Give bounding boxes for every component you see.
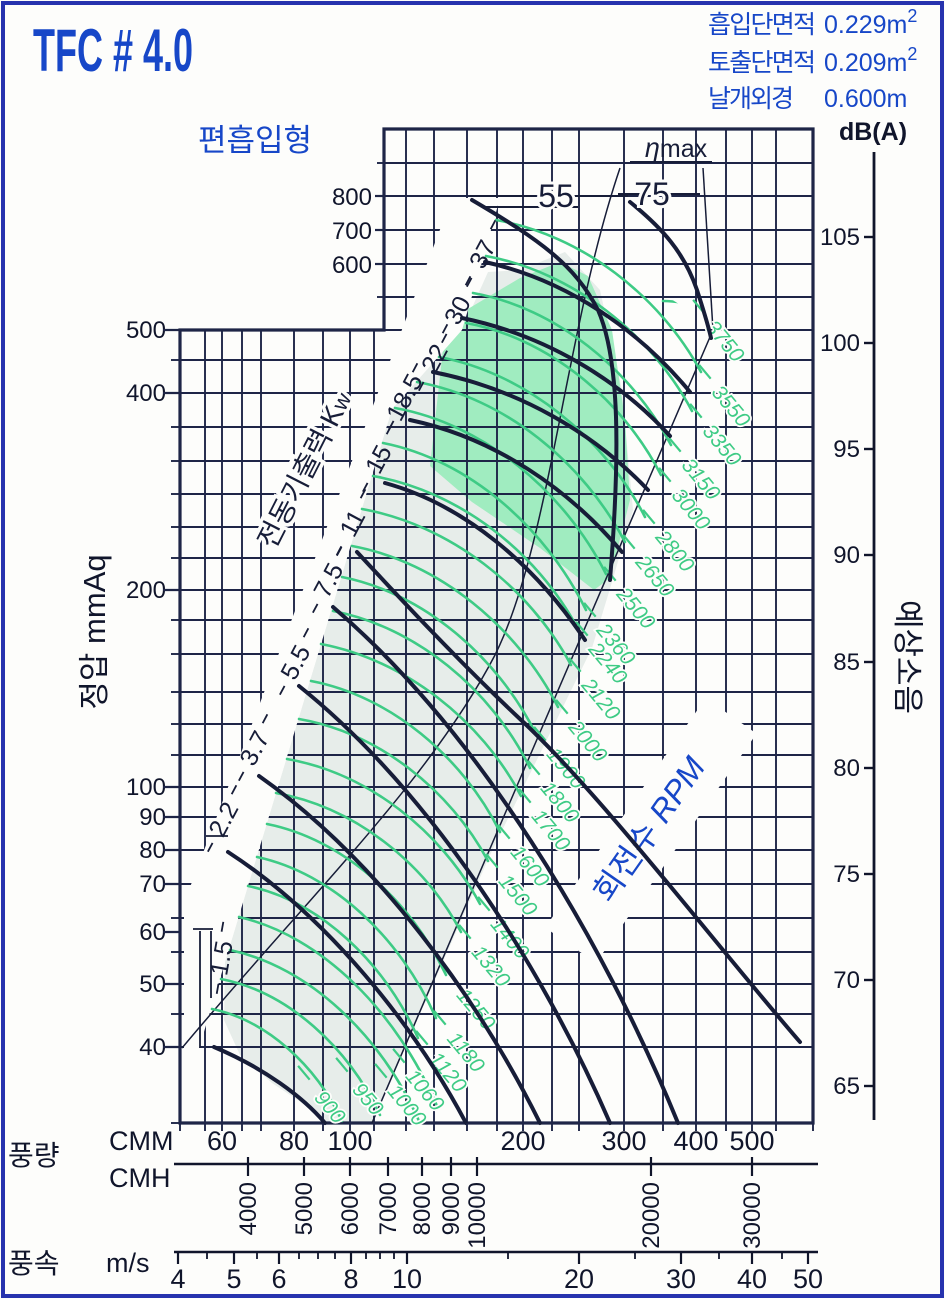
- svg-text:토출단면적: 토출단면적: [708, 49, 816, 77]
- svg-text:50: 50: [139, 971, 166, 998]
- svg-text:5000: 5000: [291, 1182, 318, 1235]
- svg-text:80: 80: [833, 755, 860, 782]
- svg-text:80: 80: [279, 1126, 309, 1156]
- svg-text:10000: 10000: [464, 1182, 491, 1249]
- svg-text:400: 400: [126, 380, 166, 407]
- svg-text:8000: 8000: [409, 1182, 436, 1235]
- svg-text:90: 90: [139, 804, 166, 831]
- svg-text:20000: 20000: [638, 1182, 665, 1249]
- svg-text:75: 75: [833, 861, 860, 888]
- svg-text:80: 80: [139, 837, 166, 864]
- svg-text:흡입단면적: 흡입단면적: [708, 11, 816, 39]
- svg-text:5: 5: [226, 1264, 241, 1294]
- svg-text:CMH: CMH: [109, 1163, 171, 1193]
- svg-text:105: 105: [820, 224, 860, 251]
- svg-text:70: 70: [833, 967, 860, 994]
- svg-text:100: 100: [327, 1126, 372, 1156]
- svg-text:30: 30: [666, 1264, 696, 1294]
- svg-text:0.600m: 0.600m: [824, 85, 907, 113]
- svg-text:400: 400: [673, 1126, 718, 1156]
- svg-text:dB(A): dB(A): [839, 118, 907, 146]
- svg-text:95: 95: [833, 436, 860, 463]
- svg-text:4000: 4000: [235, 1182, 262, 1235]
- svg-text:50: 50: [793, 1264, 823, 1294]
- svg-text:600: 600: [332, 252, 372, 279]
- svg-text:200: 200: [126, 577, 166, 604]
- svg-text:날개외경: 날개외경: [708, 85, 794, 113]
- svg-text:60: 60: [207, 1126, 237, 1156]
- svg-text:10: 10: [392, 1264, 422, 1294]
- svg-text:70: 70: [139, 871, 166, 898]
- svg-text:편흡입형: 편흡입형: [198, 123, 312, 158]
- svg-text:100: 100: [820, 330, 860, 357]
- svg-text:0.229m2: 0.229m2: [824, 6, 917, 39]
- svg-text:200: 200: [500, 1126, 545, 1156]
- svg-text:6000: 6000: [337, 1182, 364, 1235]
- svg-text:60: 60: [139, 919, 166, 946]
- svg-text:20: 20: [564, 1264, 594, 1294]
- svg-text:85: 85: [833, 649, 860, 676]
- svg-text:65: 65: [833, 1073, 860, 1100]
- svg-text:30000: 30000: [739, 1182, 766, 1249]
- svg-text:6: 6: [271, 1264, 286, 1294]
- svg-text:풍속: 풍속: [8, 1248, 60, 1279]
- svg-text:300: 300: [601, 1126, 646, 1156]
- svg-text:7000: 7000: [375, 1182, 402, 1235]
- svg-text:ηmax: ηmax: [645, 133, 708, 163]
- svg-text:1.5: 1.5: [205, 939, 239, 978]
- svg-text:40: 40: [139, 1034, 166, 1061]
- svg-text:75: 75: [634, 176, 670, 212]
- svg-text:정압 mmAq: 정압 mmAq: [77, 554, 112, 709]
- svg-text:700: 700: [332, 218, 372, 245]
- svg-text:500: 500: [729, 1126, 774, 1156]
- svg-text:8: 8: [343, 1264, 358, 1294]
- svg-text:500: 500: [126, 317, 166, 344]
- svg-text:800: 800: [332, 184, 372, 211]
- svg-text:4: 4: [170, 1264, 185, 1294]
- svg-text:0.209m2: 0.209m2: [824, 44, 917, 77]
- svg-text:55: 55: [538, 178, 574, 214]
- svg-text:TFC # 4.0: TFC # 4.0: [33, 18, 193, 85]
- svg-text:CMM: CMM: [109, 1126, 173, 1156]
- svg-text:9000: 9000: [438, 1182, 465, 1235]
- svg-text:100: 100: [126, 774, 166, 801]
- svg-text:예상소음: 예상소음: [890, 600, 925, 714]
- svg-text:90: 90: [833, 542, 860, 569]
- svg-text:풍량: 풍량: [8, 1140, 60, 1171]
- svg-text:40: 40: [737, 1264, 767, 1294]
- svg-text:m/s: m/s: [106, 1248, 150, 1278]
